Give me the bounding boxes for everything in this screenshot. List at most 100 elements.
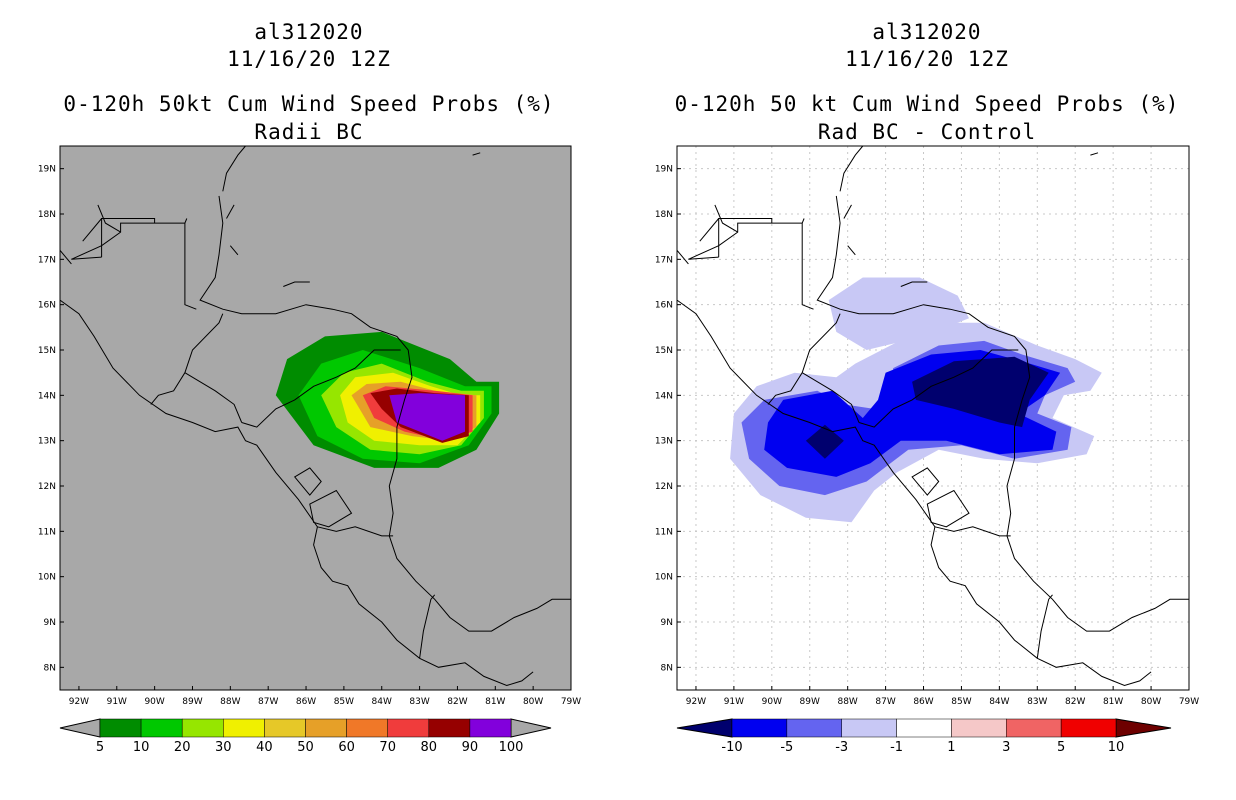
- colorbar-label: 20: [174, 740, 191, 755]
- coastline-segment: [226, 204, 235, 219]
- x-tick-label: 82W: [447, 697, 467, 707]
- coastline-segment: [801, 218, 805, 224]
- colorbar-label: 3: [1002, 740, 1010, 755]
- colorbar-segment: [305, 718, 347, 738]
- x-tick-label: 86W: [296, 697, 316, 707]
- coastline-segment: [767, 372, 803, 405]
- right-map: 92W 91W 90W 89W 88W 87W 86W 85W 84W 83W 82W 81W 80W 7…: [655, 145, 1199, 755]
- probability-contours: [730, 277, 1102, 523]
- y-tick-label: 11N: [655, 527, 673, 537]
- colorbar-segment: [181, 718, 224, 738]
- x-tick-label: 81W: [1103, 697, 1123, 707]
- coastline-segment: [150, 372, 186, 405]
- coastline-segment: [1036, 594, 1053, 659]
- x-tick-label: 88W: [837, 697, 857, 707]
- coastline-segment: [59, 249, 72, 265]
- colorbar-label: 80: [421, 740, 438, 755]
- colorbar-segment: [387, 718, 430, 738]
- colorbar-segment: [841, 718, 897, 738]
- contour-level-neg1: [828, 277, 969, 350]
- x-tick-label: 81W: [485, 697, 505, 707]
- y-tick-label: 18N: [655, 210, 673, 220]
- x-tick-label: 87W: [258, 697, 278, 707]
- coastline-segment: [184, 372, 243, 423]
- coastline-segment: [714, 204, 738, 233]
- coastline-segment: [317, 526, 394, 537]
- x-tick-label: 88W: [220, 697, 240, 707]
- colorbar-segment: [223, 718, 265, 738]
- colorbar-label: 5: [1057, 740, 1065, 755]
- coastline-segment: [839, 145, 864, 192]
- colorbar: -10 -5 -3 -1 1 3 5 10: [676, 718, 1172, 755]
- y-tick-label: 15N: [38, 346, 56, 356]
- y-tick-label: 10N: [655, 573, 673, 583]
- colorbar-label: 60: [338, 740, 355, 755]
- x-tick-label: 89W: [800, 697, 820, 707]
- coastline-segment: [858, 349, 1019, 428]
- coastline-segment: [934, 526, 1011, 537]
- colorbar-label: 5: [96, 740, 104, 755]
- y-tick-label: 19N: [38, 165, 56, 175]
- coastline-segment: [843, 204, 852, 219]
- coastline-segment: [222, 145, 246, 192]
- y-tick-label: 19N: [655, 165, 673, 175]
- colorbar-label: 90: [462, 740, 479, 755]
- colorbar-segment: [264, 718, 306, 738]
- y-tick-label: 14N: [655, 391, 673, 401]
- colorbar-segment: [1060, 718, 1117, 738]
- left-panel: al312020 11/16/20 12Z 0-120h 50kt Cum Wi…: [63, 20, 553, 144]
- coastline-segment: [472, 152, 481, 156]
- x-tick-label: 91W: [724, 697, 744, 707]
- x-tick-label: 79W: [561, 697, 581, 707]
- left-map: 92W 91W 90W 89W 88W 87W 86W 85W 84W 83W 82W 81W 80W 7…: [38, 145, 581, 755]
- x-tick-label: 87W: [875, 697, 895, 707]
- y-tick-label: 9N: [661, 618, 673, 628]
- lake-outline: [911, 467, 940, 496]
- x-tick-label: 86W: [913, 697, 933, 707]
- y-tick-label: 16N: [655, 301, 673, 311]
- y-tick-label: 8N: [661, 663, 673, 673]
- y-tick-label: 9N: [44, 618, 56, 628]
- coastline-segment: [241, 349, 401, 428]
- x-tick-label: 84W: [989, 697, 1009, 707]
- coastline-segment: [718, 218, 773, 258]
- coastline-segment: [101, 218, 156, 258]
- axis-ticks: 92W 91W 90W 89W 88W 87W 86W 85W 84W 83W 82W 81W 80W 7…: [38, 165, 581, 707]
- y-tick-label: 10N: [38, 573, 56, 583]
- y-tick-label: 13N: [655, 437, 673, 447]
- colorbar-segment: [346, 718, 388, 738]
- colorbar-segment: [896, 718, 952, 738]
- coastline-segment: [801, 313, 841, 373]
- coastline-segment: [71, 256, 102, 260]
- y-tick-label: 12N: [38, 482, 56, 492]
- x-tick-label: 83W: [409, 697, 429, 707]
- left-datetime: 11/16/20 12Z: [227, 47, 391, 71]
- coastlines: [59, 145, 571, 687]
- map-frame: [676, 145, 1190, 691]
- coastline-segment: [900, 281, 928, 287]
- left-storm-id: al312020: [254, 20, 364, 44]
- coastline-segment: [816, 195, 1189, 632]
- probability-contours: [275, 331, 500, 468]
- right-subtitle: Rad BC - Control: [817, 120, 1037, 144]
- colorbar-label: 30: [215, 740, 232, 755]
- y-tick-label: 18N: [38, 210, 56, 220]
- x-tick-label: 90W: [144, 697, 164, 707]
- colorbar-label: 1: [947, 740, 955, 755]
- x-tick-label: 85W: [334, 697, 354, 707]
- right-panel: al312020 11/16/20 12Z 0-120h 50 kt Cum W…: [618, 0, 1236, 800]
- colorbar-over-triangle: [510, 718, 552, 738]
- lake-outline: [926, 489, 970, 528]
- colorbar-segment: [140, 718, 183, 738]
- contour-level-neg10: [805, 424, 844, 459]
- colorbar-label: 70: [379, 740, 396, 755]
- colorbar-segment: [1006, 718, 1062, 738]
- colorbar-label: 100: [499, 740, 524, 755]
- x-tick-label: 84W: [372, 697, 392, 707]
- x-tick-label: 92W: [69, 697, 89, 707]
- colorbar-label: 10: [1108, 740, 1125, 755]
- left-subtitle: Radii BC: [254, 120, 364, 144]
- coastline-segment: [676, 249, 689, 265]
- x-tick-label: 90W: [762, 697, 782, 707]
